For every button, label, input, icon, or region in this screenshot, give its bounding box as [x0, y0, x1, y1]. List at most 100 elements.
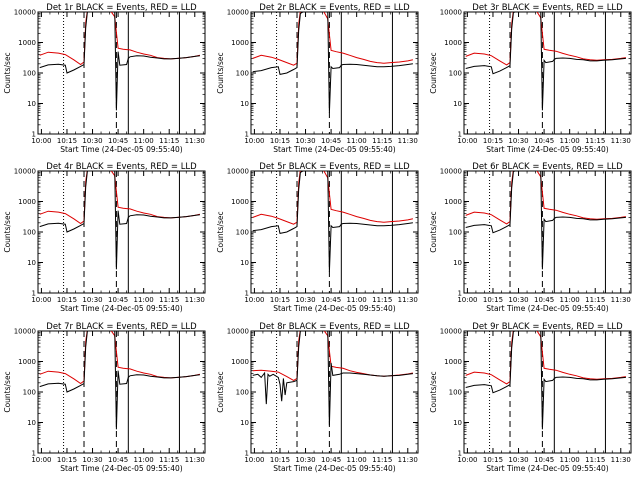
y-tick-label: 10000 [227, 328, 249, 336]
chart-panel-1: Det 1r BLACK = Events, RED = LLD 1 10 100 10… [3, 3, 206, 154]
x-tick-label: 11:30 [185, 137, 205, 145]
x-tick-label: 10:00 [457, 296, 477, 304]
y-tick-label: 1000 [444, 39, 462, 47]
x-tick-label: 11:30 [398, 296, 418, 304]
y-tick-label: 1000 [231, 39, 249, 47]
y-tick-label: 100 [236, 389, 249, 397]
y-axis-label: Counts/sec [216, 52, 225, 93]
x-tick-label: 10:00 [457, 456, 477, 464]
y-tick-label: 100 [449, 229, 462, 237]
x-tick-label: 11:00 [347, 296, 367, 304]
y-tick-label: 10000 [440, 328, 462, 336]
y-tick-label: 1000 [231, 358, 249, 366]
y-tick-label: 1 [32, 131, 36, 139]
x-tick-label: 10:30 [82, 456, 102, 464]
y-tick-label: 100 [236, 70, 249, 78]
series-line-lld [465, 12, 626, 66]
x-tick-label: 11:00 [134, 137, 154, 145]
x-tick-label: 11:15 [372, 296, 392, 304]
y-axis-label: Counts/sec [216, 211, 225, 252]
series-line-lld [465, 171, 626, 225]
series-group [252, 331, 413, 426]
x-axis-label: Start Time (24-Dec-05 09:55:40) [273, 464, 395, 473]
x-tick-label: 10:15 [270, 137, 290, 145]
series-group [465, 331, 626, 430]
y-tick-label: 10 [240, 419, 249, 427]
x-tick-label: 10:30 [508, 296, 528, 304]
series-group [252, 12, 414, 113]
plot-frame [250, 11, 419, 135]
x-tick-label: 11:00 [347, 456, 367, 464]
y-tick-label: 100 [23, 229, 36, 237]
plot-frame [250, 170, 419, 294]
chart-panel-9: Det 9r BLACK = Events, RED = LLD 1 10 100 10… [429, 322, 632, 473]
x-tick-label: 11:00 [347, 137, 367, 145]
x-tick-label: 10:30 [295, 137, 315, 145]
x-tick-label: 11:15 [159, 296, 179, 304]
series-group [39, 171, 201, 270]
y-tick-label: 100 [23, 70, 36, 78]
y-tick-label: 10000 [14, 9, 36, 17]
series-group [252, 171, 414, 272]
x-tick-label: 10:00 [244, 137, 264, 145]
x-tick-label: 10:00 [457, 137, 477, 145]
x-tick-label: 11:15 [585, 296, 605, 304]
y-tick-label: 10 [453, 100, 462, 108]
y-axis-label: Counts/sec [216, 371, 225, 412]
x-tick-label: 11:30 [611, 296, 631, 304]
y-tick-label: 1000 [18, 358, 36, 366]
y-tick-label: 100 [23, 389, 36, 397]
x-axis-label: Start Time (24-Dec-05 09:55:40) [60, 145, 182, 154]
x-tick-label: 10:30 [82, 137, 102, 145]
y-tick-label: 10 [240, 259, 249, 267]
x-tick-label: 11:15 [372, 456, 392, 464]
series-line-events [39, 331, 200, 430]
y-tick-label: 10 [27, 100, 36, 108]
chart-panel-2: Det 2r BLACK = Events, RED = LLD 1 10 100 10… [216, 3, 419, 154]
x-tick-label: 10:45 [534, 137, 554, 145]
x-tick-label: 11:30 [611, 456, 631, 464]
y-tick-label: 1 [245, 131, 249, 139]
series-group [39, 12, 201, 111]
y-tick-label: 100 [449, 70, 462, 78]
x-tick-label: 10:45 [321, 137, 341, 145]
chart-title: Det 7r BLACK = Events, RED = LLD [46, 322, 197, 332]
x-tick-label: 10:15 [57, 296, 77, 304]
plot-frame [37, 330, 206, 454]
plot-frame [250, 330, 419, 454]
x-tick-label: 10:15 [57, 137, 77, 145]
x-tick-label: 11:00 [560, 137, 580, 145]
chart-title: Det 6r BLACK = Events, RED = LLD [472, 162, 623, 172]
x-tick-label: 11:15 [585, 456, 605, 464]
series-line-lld [39, 12, 201, 66]
x-tick-label: 10:00 [244, 456, 264, 464]
x-axis-label: Start Time (24-Dec-05 09:55:40) [273, 304, 395, 313]
y-tick-label: 100 [449, 389, 462, 397]
x-tick-label: 10:30 [82, 296, 102, 304]
series-line-lld [252, 171, 414, 225]
x-axis-label: Start Time (24-Dec-05 09:55:40) [273, 145, 395, 154]
y-tick-label: 10 [453, 259, 462, 267]
y-tick-label: 1000 [18, 39, 36, 47]
series-group [465, 12, 626, 111]
x-tick-label: 10:45 [108, 296, 128, 304]
x-tick-label: 10:45 [321, 296, 341, 304]
y-tick-label: 10000 [440, 9, 462, 17]
x-tick-label: 10:00 [31, 137, 51, 145]
x-tick-label: 10:15 [483, 296, 503, 304]
y-tick-label: 10 [453, 419, 462, 427]
x-tick-label: 11:15 [159, 137, 179, 145]
x-tick-label: 10:30 [508, 456, 528, 464]
y-axis-label: Counts/sec [3, 371, 12, 412]
y-tick-label: 1 [458, 131, 462, 139]
x-tick-label: 11:00 [560, 456, 580, 464]
y-axis-label: Counts/sec [429, 52, 438, 93]
plot-frame [37, 170, 206, 294]
chart-title: Det 2r BLACK = Events, RED = LLD [259, 3, 410, 13]
series-line-events [39, 12, 200, 111]
plot-frame [37, 11, 206, 135]
chart-panel-4: Det 4r BLACK = Events, RED = LLD 1 10 100 10… [3, 162, 206, 313]
x-tick-label: 10:15 [483, 137, 503, 145]
y-tick-label: 1 [458, 450, 462, 458]
